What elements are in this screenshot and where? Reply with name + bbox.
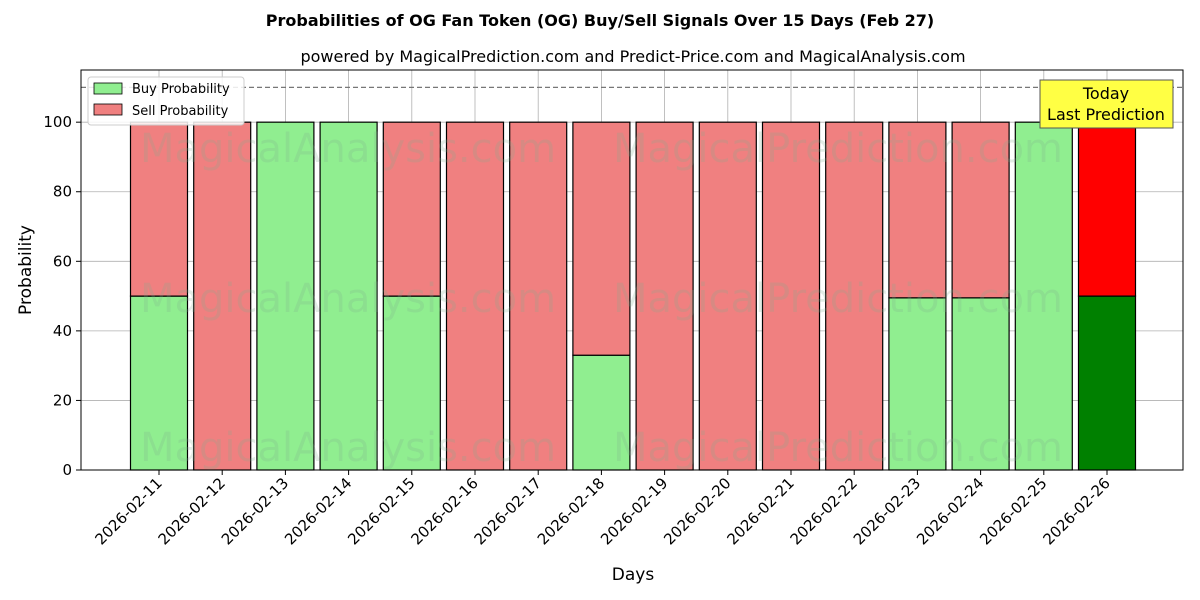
legend-swatch-buy bbox=[93, 82, 123, 95]
x-tick-label-2026-02-24: 2026-02-24 bbox=[913, 474, 987, 548]
watermark-prediction-0: MagicalPrediction.com bbox=[613, 126, 1063, 172]
bar-sell-2026-02-12 bbox=[193, 121, 252, 471]
legend-label-buy: Buy Probability bbox=[132, 82, 230, 97]
bar-sell-2026-02-22 bbox=[825, 121, 884, 471]
bar-buy-2026-02-13 bbox=[256, 121, 315, 471]
x-tick-label-2026-02-16: 2026-02-16 bbox=[407, 474, 481, 548]
bar-buy-2026-02-15 bbox=[382, 295, 441, 471]
bar-sell-2026-02-23 bbox=[888, 121, 947, 299]
x-tick-label-2026-02-14: 2026-02-14 bbox=[281, 474, 355, 548]
x-tick-label-2026-02-25: 2026-02-25 bbox=[976, 474, 1050, 548]
annotation-line-1: Today bbox=[1082, 84, 1129, 103]
x-tick-label-2026-02-13: 2026-02-13 bbox=[218, 474, 292, 548]
x-tick-label-2026-02-20: 2026-02-20 bbox=[660, 474, 734, 548]
legend-label-sell: Sell Probability bbox=[132, 104, 229, 119]
bar-sell-2026-02-24 bbox=[951, 121, 1010, 299]
annotation-box bbox=[1039, 79, 1174, 129]
y-tick-label-60: 60 bbox=[53, 252, 72, 270]
bar-sell-2026-02-26 bbox=[1077, 121, 1137, 297]
bar-buy-2026-02-24 bbox=[951, 297, 1010, 471]
bar-sell-2026-02-11 bbox=[129, 121, 189, 297]
x-axis-label: Days bbox=[612, 565, 655, 585]
x-tick-label-2026-02-11: 2026-02-11 bbox=[91, 474, 165, 548]
watermark-analysis-0: MagicalAnalysis.com bbox=[140, 126, 556, 172]
y-ticks: 0 20 40 60 80 100 bbox=[43, 113, 81, 479]
bar-sell-2026-02-21 bbox=[761, 121, 821, 471]
bar-sell-2026-02-17 bbox=[509, 121, 568, 471]
watermarks: MagicalAnalysis.com MagicalPrediction.com… bbox=[140, 126, 1063, 471]
x-tick-label-2026-02-17: 2026-02-17 bbox=[471, 474, 545, 548]
watermark-prediction-1: MagicalPrediction.com bbox=[613, 276, 1063, 322]
y-tick-label-40: 40 bbox=[53, 322, 72, 340]
watermark-prediction-2: MagicalPrediction.com bbox=[613, 425, 1063, 471]
x-tick-label-2026-02-19: 2026-02-19 bbox=[597, 474, 671, 548]
plot-frame bbox=[80, 69, 1184, 471]
chart-subtitle: powered by MagicalPrediction.com and Pre… bbox=[300, 47, 965, 66]
bars bbox=[129, 121, 1137, 471]
bar-sell-2026-02-20 bbox=[698, 121, 757, 471]
bar-buy-2026-02-26 bbox=[1077, 295, 1137, 471]
chart-title: Probabilities of OG Fan Token (OG) Buy/S… bbox=[266, 11, 935, 30]
bar-buy-2026-02-14 bbox=[319, 121, 378, 471]
legend: Buy Probability Sell Probability bbox=[87, 76, 245, 126]
x-tick-label-2026-02-22: 2026-02-22 bbox=[787, 474, 861, 548]
x-tick-label-2026-02-12: 2026-02-12 bbox=[155, 474, 229, 548]
bar-sell-2026-02-16 bbox=[445, 121, 505, 471]
legend-swatch-sell bbox=[93, 103, 123, 116]
x-tick-label-2026-02-15: 2026-02-15 bbox=[344, 474, 418, 548]
y-axis-label: Probability bbox=[16, 225, 36, 315]
x-ticks: 2026-02-112026-02-122026-02-132026-02-14… bbox=[91, 470, 1114, 548]
y-tick-label-80: 80 bbox=[53, 183, 72, 201]
bar-sell-2026-02-15 bbox=[382, 121, 441, 297]
x-tick-label-2026-02-26: 2026-02-26 bbox=[1039, 474, 1113, 548]
y-tick-label-0: 0 bbox=[62, 461, 72, 479]
x-tick-label-2026-02-23: 2026-02-23 bbox=[850, 474, 924, 548]
legend-box bbox=[87, 76, 245, 126]
bar-sell-2026-02-19 bbox=[635, 121, 694, 471]
bar-buy-2026-02-23 bbox=[888, 297, 947, 471]
watermark-analysis-1: MagicalAnalysis.com bbox=[140, 276, 556, 322]
y-tick-label-100: 100 bbox=[43, 113, 72, 131]
today-annotation: Today Last Prediction bbox=[1039, 79, 1174, 129]
bar-sell-2026-02-18 bbox=[572, 121, 631, 356]
annotation-line-2: Last Prediction bbox=[1047, 105, 1165, 124]
bar-buy-2026-02-25 bbox=[1014, 121, 1073, 471]
x-tick-label-2026-02-21: 2026-02-21 bbox=[723, 474, 797, 548]
watermark-analysis-2: MagicalAnalysis.com bbox=[140, 425, 556, 471]
x-tick-label-2026-02-18: 2026-02-18 bbox=[534, 474, 608, 548]
y-tick-label-20: 20 bbox=[53, 391, 72, 409]
